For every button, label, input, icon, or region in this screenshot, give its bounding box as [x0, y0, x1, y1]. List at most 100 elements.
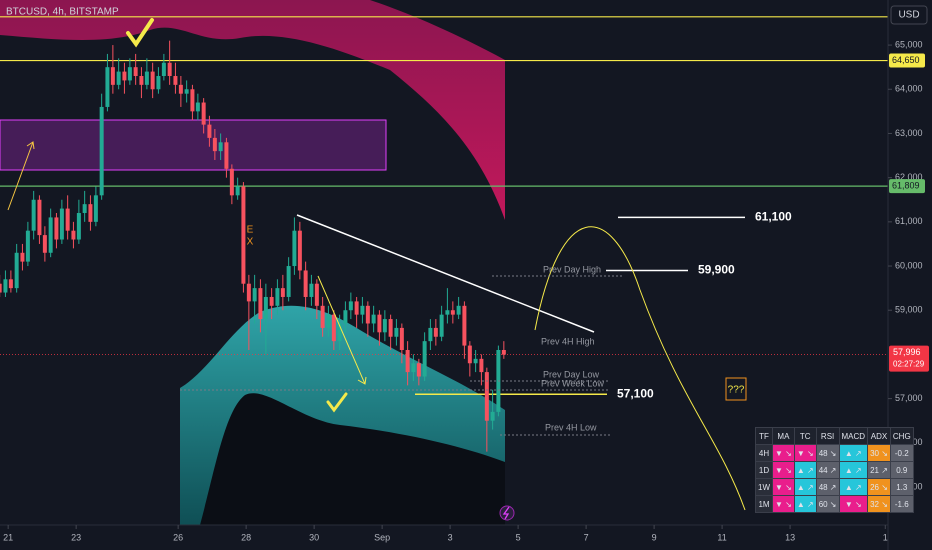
target-label: 57,100	[617, 386, 654, 400]
candle-body	[167, 62, 172, 77]
x-tick-label: 5	[516, 532, 521, 542]
x-tick-label: Sep	[374, 532, 390, 542]
candle-body	[20, 252, 25, 262]
candle-body	[8, 279, 13, 289]
candle-body	[445, 310, 450, 315]
header-cell: MA	[772, 427, 795, 445]
candle-body	[229, 168, 234, 196]
header-cell: TC	[793, 427, 817, 445]
table-row: 1D ▼ ↘ ▲ ↗ 44 ↗ ▲ ↗ 21 ↗ 0.9	[755, 461, 914, 479]
header-cell: CHG	[889, 427, 914, 445]
candle-body	[490, 411, 495, 421]
candle-body	[377, 314, 382, 333]
cell: ▼ ↘	[772, 444, 795, 462]
event-icon-bolt	[502, 506, 510, 520]
candle-body	[184, 89, 189, 94]
last-price-tag	[889, 345, 929, 372]
candle-body	[122, 71, 127, 81]
candle-body	[224, 142, 229, 169]
x-tick-label: 7	[584, 532, 589, 542]
candle-body	[411, 363, 416, 373]
candle-body	[14, 252, 19, 289]
candle-body	[388, 319, 393, 337]
ex-label: E	[247, 225, 254, 236]
cell: 1D	[755, 461, 773, 479]
candle-body	[116, 71, 121, 85]
candle-body	[252, 288, 257, 302]
candle-body	[25, 230, 30, 262]
x-tick-label: 26	[173, 532, 183, 542]
target-label: 59,900	[698, 263, 735, 277]
candle-body	[235, 186, 240, 196]
y-tick-label: 59,000	[895, 305, 923, 315]
x-tick-label: 9	[652, 532, 657, 542]
candle-body	[371, 314, 376, 324]
candle-body	[195, 102, 200, 112]
candle-body	[178, 84, 183, 94]
cell: ▲ ↗	[793, 478, 817, 496]
event-icon[interactable]	[499, 505, 515, 521]
currency-box[interactable]	[890, 5, 928, 25]
note: Prev 4H High	[541, 336, 595, 346]
candle-body	[207, 124, 212, 138]
candle-body	[144, 71, 149, 85]
checkmark	[126, 18, 154, 48]
candle-body	[161, 62, 166, 77]
candle-body	[88, 204, 93, 222]
candle-body	[314, 283, 319, 306]
cell: 44 ↗	[815, 461, 840, 479]
projection-curve	[534, 226, 746, 511]
cell: ▼ ↘	[772, 495, 795, 513]
cell: -1.6	[889, 495, 914, 513]
cell: 0.9	[889, 461, 914, 479]
cell: 26 ↘	[867, 478, 891, 496]
arrow	[7, 141, 35, 211]
cell: ▲ ↗	[838, 444, 869, 462]
level-tag	[889, 53, 925, 68]
candle-body	[71, 230, 76, 240]
candle-body	[173, 76, 178, 85]
candle-body	[31, 199, 36, 231]
currency[interactable]: USD	[898, 10, 919, 21]
candle-body	[48, 217, 53, 253]
candle-body	[37, 199, 42, 236]
cell: ▲ ↗	[793, 461, 817, 479]
y-tick-label: 57,000	[895, 393, 923, 403]
cell: -0.2	[889, 444, 914, 462]
x-tick-label: 13	[785, 532, 795, 542]
candle-body	[275, 288, 280, 306]
candle-body	[133, 67, 138, 77]
candle-body	[241, 186, 246, 284]
cell: 1M	[755, 495, 773, 513]
cell: ▼ ↘	[838, 495, 869, 513]
candle-body	[394, 327, 399, 337]
y-tick-label: 65,000	[895, 39, 923, 49]
candle-body	[82, 204, 87, 214]
candle-body	[501, 350, 506, 355]
question: ???	[728, 385, 745, 396]
candle-body	[467, 345, 472, 364]
countdown: 02:27:29	[893, 360, 925, 369]
candle-body	[54, 217, 59, 240]
candle-body	[156, 76, 161, 90]
cell: 60 ↘	[815, 495, 840, 513]
cell: 48 ↘	[815, 444, 840, 462]
table-header: TF MA TC RSI MACD ADX CHG	[755, 427, 914, 445]
candle-body	[354, 301, 359, 315]
candle-body	[416, 363, 421, 377]
candle-body	[59, 208, 64, 240]
candle-body	[263, 296, 268, 320]
candle-body	[99, 106, 104, 196]
candle-body	[348, 301, 353, 311]
header-cell: RSI	[815, 427, 840, 445]
zone-box	[0, 119, 387, 171]
candle-body	[201, 102, 206, 125]
x-tick-label: 3	[448, 532, 453, 542]
candle-body	[320, 305, 325, 328]
last-price-label: 57,996	[893, 347, 921, 357]
candle-body	[65, 208, 70, 231]
cell: 48 ↗	[815, 478, 840, 496]
candle-body	[462, 305, 467, 346]
candle-body	[105, 67, 110, 107]
cell: ▲ ↗	[838, 461, 869, 479]
